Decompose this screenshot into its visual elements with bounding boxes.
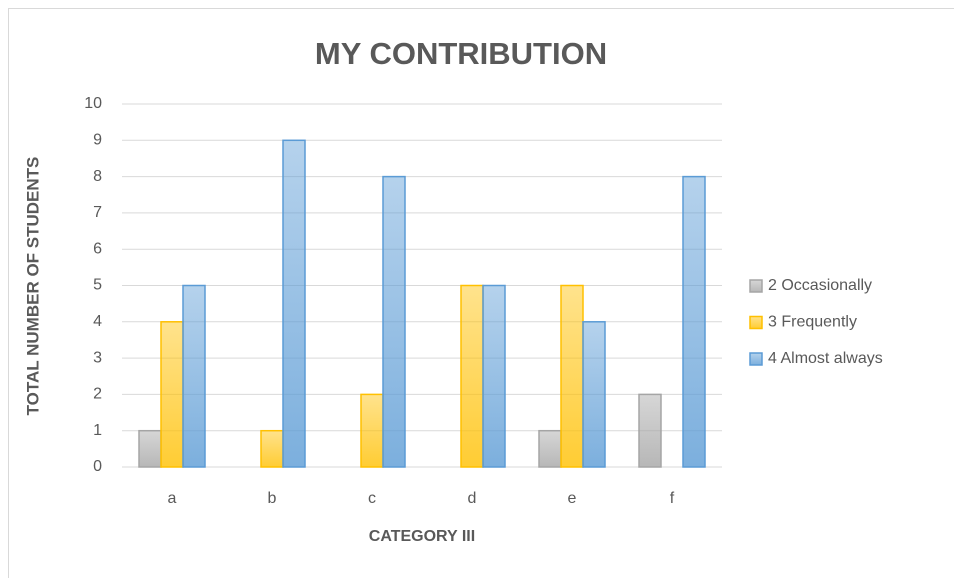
- y-tick-label: 8: [93, 168, 102, 185]
- bar: [360, 393, 384, 468]
- y-tick-label: 1: [93, 422, 102, 439]
- bar: [582, 321, 606, 468]
- y-tick-label: 2: [93, 386, 102, 403]
- y-tick-label: 0: [93, 458, 102, 475]
- x-axis-title: CATEGORY III: [369, 528, 475, 545]
- legend-swatch: [749, 315, 763, 330]
- legend-label: 3 Frequently: [768, 314, 857, 331]
- bar: [160, 321, 184, 468]
- y-tick-label: 7: [93, 204, 102, 221]
- y-tick-label: 5: [93, 277, 102, 294]
- x-tick-label: b: [268, 490, 277, 507]
- x-tick-label: d: [468, 490, 477, 507]
- bar: [538, 429, 562, 468]
- y-tick-label: 4: [93, 313, 102, 330]
- y-tick-label: 6: [93, 240, 102, 257]
- bar: [682, 175, 706, 468]
- chart-title: MY CONTRIBUTION: [315, 36, 607, 71]
- x-tick-label: e: [568, 490, 577, 507]
- bar: [460, 284, 484, 468]
- x-tick-label: f: [670, 490, 675, 507]
- legend-swatch: [749, 279, 763, 293]
- bar: [482, 284, 506, 468]
- bar: [138, 429, 162, 468]
- bar: [282, 139, 306, 468]
- bar: [182, 284, 206, 468]
- bar: [382, 175, 406, 468]
- y-axis-title: TOTAL NUMBER OF STUDENTS: [23, 157, 42, 416]
- legend-label: 2 Occasionally: [768, 277, 872, 294]
- bar: [560, 284, 584, 468]
- legend-swatch: [749, 352, 763, 366]
- y-tick-label: 9: [93, 132, 102, 149]
- bar: [260, 429, 284, 468]
- x-tick-label: a: [168, 490, 177, 507]
- y-tick-label: 10: [84, 95, 102, 112]
- bar: [638, 393, 662, 468]
- y-tick-label: 3: [93, 349, 102, 366]
- x-tick-label: c: [368, 490, 376, 507]
- legend-label: 4 Almost always: [768, 350, 883, 367]
